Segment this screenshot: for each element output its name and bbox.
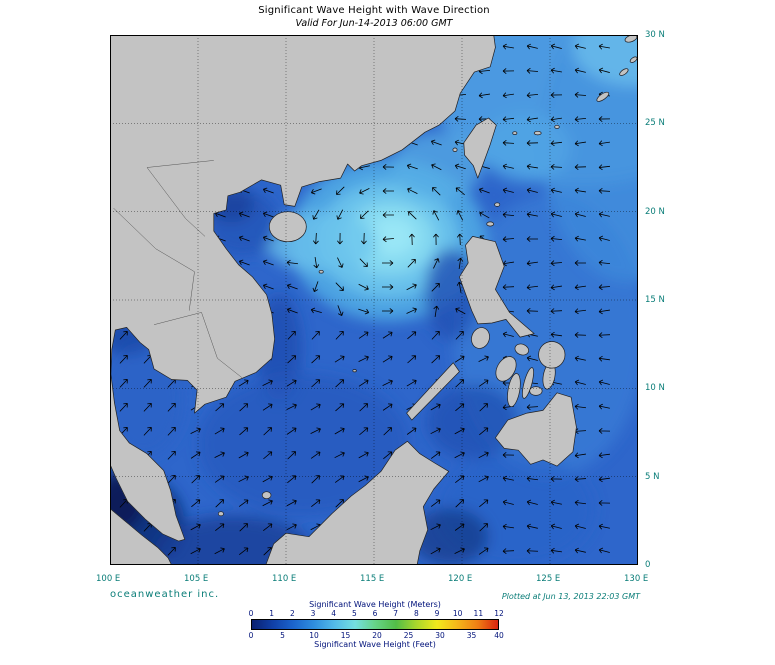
meters-tick: 5	[351, 609, 357, 618]
colorbar-segment	[252, 620, 273, 629]
meters-tick: 1	[269, 609, 275, 618]
lat-tick-label: 0	[645, 560, 651, 570]
meters-tick: 0	[248, 609, 254, 618]
colorbar-segment	[477, 620, 498, 629]
lon-tick-label: 105 E	[184, 574, 209, 584]
colorbar-segment	[354, 620, 375, 629]
meters-tick: 10	[452, 609, 463, 618]
legend-meters-label: Significant Wave Height (Meters)	[309, 600, 441, 609]
feet-tick: 15	[340, 631, 351, 640]
feet-tick: 30	[435, 631, 445, 640]
feet-tick: 10	[309, 631, 319, 640]
lon-tick-label: 120 E	[448, 574, 473, 584]
wave-map-canvas	[110, 35, 638, 565]
meters-tick: 9	[434, 609, 440, 618]
wave-height-map	[110, 35, 638, 565]
wave-height-colorbar	[251, 619, 499, 630]
lat-tick-label: 5 N	[645, 471, 660, 482]
meters-tick: 2	[289, 609, 295, 618]
colorbar-segment	[313, 620, 334, 629]
lat-tick-label: 20 N	[645, 206, 665, 217]
feet-tick: 20	[372, 631, 382, 640]
page-title: Significant Wave Height with Wave Direct…	[258, 5, 490, 16]
lat-tick-label: 30 N	[645, 30, 665, 40]
meters-tick: 7	[393, 609, 399, 618]
lon-tick-label: 100 E	[96, 574, 121, 584]
feet-tick: 40	[494, 631, 504, 640]
legend-feet-label: Significant Wave Height (Feet)	[314, 640, 436, 649]
feet-tick: 0	[248, 631, 254, 640]
lat-tick-label: 10 N	[645, 383, 665, 394]
legend-meters-ticks: 0 1 2 3 4 5 6 7 8 9 10 11 12	[248, 609, 504, 618]
meters-tick: 8	[413, 609, 419, 618]
feet-tick: 25	[403, 631, 414, 640]
colorbar-segment	[416, 620, 437, 629]
lon-tick-label: 130 E	[624, 574, 649, 584]
legend-feet-ticks: 0 5 10 15 20 25 30 35 40	[248, 631, 504, 640]
colorbar-segment	[457, 620, 478, 629]
lat-tick-label: 15 N	[645, 295, 665, 305]
lon-tick-label: 115 E	[360, 574, 385, 584]
colorbar-segment	[293, 620, 314, 629]
colorbar-segment	[375, 620, 396, 629]
plotted-timestamp: Plotted at Jun 13, 2013 22:03 GMT	[501, 592, 640, 601]
colorbar-segment	[272, 620, 293, 629]
colorbar-segment	[334, 620, 355, 629]
feet-tick: 35	[466, 631, 477, 640]
oceanweather-credit: oceanweather inc.	[110, 589, 220, 600]
meters-tick: 6	[372, 609, 378, 618]
meters-tick: 12	[494, 609, 504, 618]
feet-tick: 5	[280, 631, 285, 640]
colorbar-segment	[436, 620, 457, 629]
valid-time-subtitle: Valid For Jun-14-2013 06:00 GMT	[295, 18, 453, 29]
colorbar-segment	[395, 620, 416, 629]
lon-tick-label: 125 E	[536, 574, 561, 584]
meters-tick: 11	[473, 609, 484, 618]
meters-tick: 4	[331, 609, 337, 618]
lat-tick-label: 25 N	[645, 118, 665, 129]
lon-tick-label: 110 E	[272, 574, 297, 584]
meters-tick: 3	[310, 609, 316, 618]
